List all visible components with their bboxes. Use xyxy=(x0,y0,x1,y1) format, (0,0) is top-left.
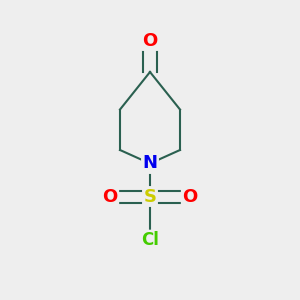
Text: O: O xyxy=(103,188,118,206)
Text: O: O xyxy=(142,32,158,50)
Text: O: O xyxy=(182,188,197,206)
Text: S: S xyxy=(143,188,157,206)
Text: Cl: Cl xyxy=(141,231,159,249)
Text: N: N xyxy=(142,154,158,172)
